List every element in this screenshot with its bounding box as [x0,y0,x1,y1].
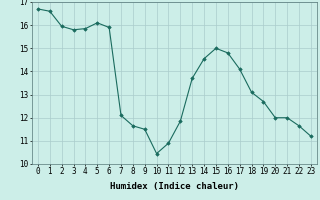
X-axis label: Humidex (Indice chaleur): Humidex (Indice chaleur) [110,182,239,191]
